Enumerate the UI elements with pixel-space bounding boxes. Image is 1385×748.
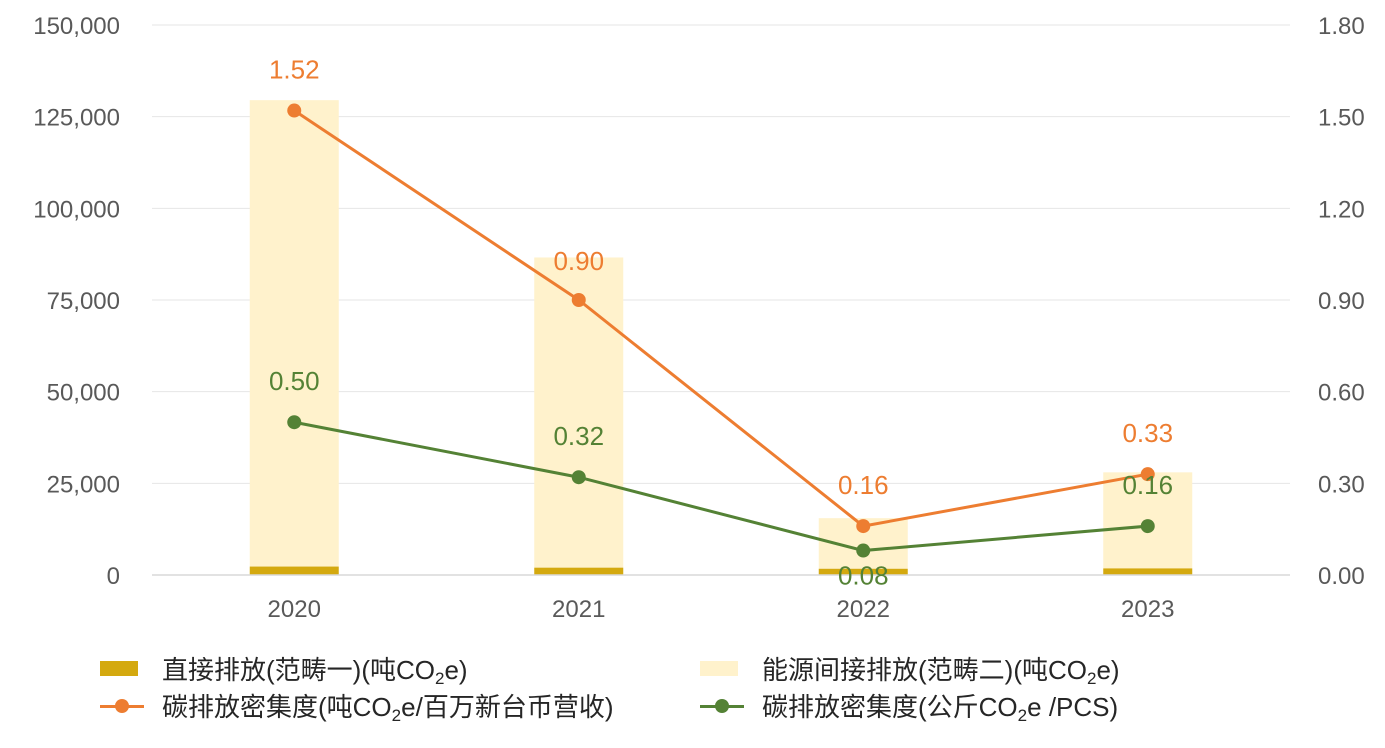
x-tick-label: 2022 xyxy=(837,596,890,623)
y-right-tick-label: 0.90 xyxy=(1318,288,1365,315)
data-label: 0.90 xyxy=(553,246,604,276)
data-point xyxy=(1140,467,1155,482)
data-point xyxy=(571,293,586,307)
legend-swatch-scope1 xyxy=(100,661,138,676)
y-left-tick-label: 125,000 xyxy=(33,105,120,132)
y-right-tick-label: 1.50 xyxy=(1318,105,1365,132)
series-line-3 xyxy=(293,420,1148,553)
y-right-tick-label: 0.00 xyxy=(1318,563,1365,590)
legend-item-intensity-revenue: 碳排放密集度(吨CO2e/百万新台币营收) xyxy=(100,687,613,724)
legend-swatch-intensity-revenue xyxy=(100,698,144,714)
data-label: 0.16 xyxy=(1122,470,1173,500)
legend-item-scope1: 直接排放(范畴一)(吨CO2e) xyxy=(100,650,468,687)
x-tick-label: 2023 xyxy=(1121,596,1174,623)
chart-canvas: 0 25,000 50,000 75,000 100,000 125,000 150,000… xyxy=(33,13,1365,623)
bar-scope1-2022 xyxy=(818,568,908,575)
x-tick-label: 2021 xyxy=(552,596,605,623)
x-tick-label: 2020 xyxy=(268,596,321,623)
data-label: 0.16 xyxy=(838,470,889,500)
bar-scope2-2020 xyxy=(249,100,339,567)
data-point xyxy=(287,415,302,430)
y-left-tick-label: 75,000 xyxy=(47,288,120,315)
series-line-2 xyxy=(293,109,1149,528)
y-left-tick-label: 25,000 xyxy=(47,471,120,498)
legend-label-intensity-revenue: 碳排放密集度(吨CO2e/百万新台币营收) xyxy=(162,692,614,725)
legend-label-intensity-pcs: 碳排放密集度(公斤CO2e /PCS) xyxy=(762,692,1119,725)
y-right-tick-label: 1.20 xyxy=(1318,196,1365,223)
bar-scope2-2021 xyxy=(534,257,624,568)
legend-label-scope1: 直接排放(范畴一)(吨CO2e) xyxy=(162,655,468,688)
data-label: 0.33 xyxy=(1122,418,1173,448)
data-label: 0.32 xyxy=(553,421,604,451)
y-left-tick-label: 150,000 xyxy=(33,13,120,40)
data-point xyxy=(571,470,586,485)
data-point xyxy=(856,543,871,558)
y-right-tick-label: 1.80 xyxy=(1318,13,1365,40)
data-point xyxy=(856,519,871,534)
legend-label-scope2: 能源间接排放(范畴二)(吨CO2e) xyxy=(762,655,1120,688)
bar-scope1-2020 xyxy=(249,566,339,575)
legend-swatch-intensity-pcs xyxy=(700,698,744,714)
data-label: 0.08 xyxy=(838,561,889,591)
legend-item-scope2: 能源间接排放(范畴二)(吨CO2e) xyxy=(700,650,1120,687)
data-label: 1.52 xyxy=(269,55,320,85)
bar-scope1-2023 xyxy=(1103,568,1193,575)
data-point xyxy=(287,103,302,118)
y-left-tick-label: 100,000 xyxy=(33,196,120,223)
y-right-tick-label: 0.60 xyxy=(1318,380,1365,407)
legend-swatch-scope2 xyxy=(700,661,738,676)
y-left-tick-label: 50,000 xyxy=(47,380,120,407)
data-label: 0.50 xyxy=(269,366,320,396)
legend-item-intensity-pcs: 碳排放密集度(公斤CO2e /PCS) xyxy=(700,687,1118,724)
y-right-tick-label: 0.30 xyxy=(1318,471,1365,498)
data-point xyxy=(1140,519,1155,534)
y-left-tick-label: 0 xyxy=(107,563,120,590)
bar-scope1-2021 xyxy=(534,567,624,575)
